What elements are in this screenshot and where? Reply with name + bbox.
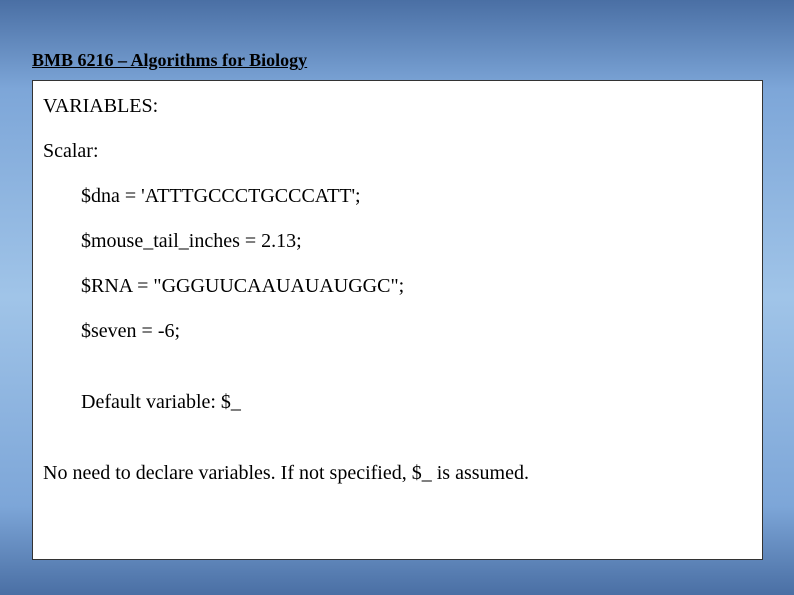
code-line: $dna = 'ATTTGCCCTGCCCATT'; bbox=[81, 185, 752, 208]
default-variable-line: Default variable: $_ bbox=[81, 391, 752, 414]
content-panel: VARIABLES: Scalar: $dna = 'ATTTGCCCTGCCC… bbox=[32, 80, 763, 560]
code-line: $RNA = "GGGUUCAAUAUAUGGC"; bbox=[81, 275, 752, 298]
code-line: $seven = -6; bbox=[81, 320, 752, 343]
subtitle-scalar: Scalar: bbox=[43, 140, 752, 163]
code-line: $mouse_tail_inches = 2.13; bbox=[81, 230, 752, 253]
course-header: BMB 6216 – Algorithms for Biology bbox=[32, 50, 307, 71]
footer-note: No need to declare variables. If not spe… bbox=[43, 462, 752, 485]
section-title: VARIABLES: bbox=[43, 95, 752, 118]
